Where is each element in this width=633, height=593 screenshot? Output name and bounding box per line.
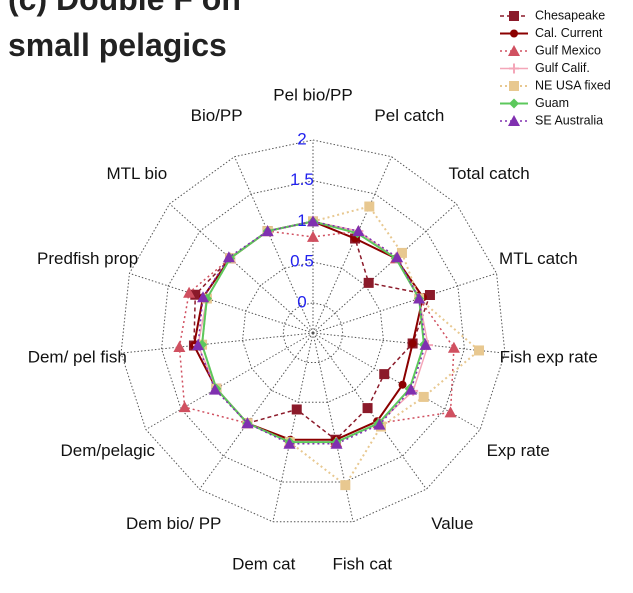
axis-label: Total catch (448, 164, 529, 183)
data-point (197, 291, 210, 303)
data-point (413, 292, 426, 304)
data-point (391, 251, 404, 263)
data-point (261, 225, 274, 237)
data-point (283, 437, 296, 449)
data-point (474, 345, 485, 356)
data-point (330, 437, 343, 449)
data-point (291, 404, 302, 415)
r-tick-label: 0.5 (290, 252, 314, 271)
data-point (222, 251, 235, 263)
axis-label: Pel bio/PP (273, 85, 352, 104)
data-point (405, 383, 418, 395)
data-point (241, 417, 254, 429)
data-point (398, 380, 407, 389)
data-point (373, 418, 386, 430)
legend-marker (510, 29, 518, 38)
axis-label: MTL catch (499, 249, 578, 268)
legend-marker (509, 81, 519, 91)
grid-ring (242, 261, 384, 403)
data-point (364, 201, 375, 212)
r-tick-label: 1.5 (290, 170, 314, 189)
axis-label: MTL bio (106, 164, 167, 183)
grid-ring (120, 139, 506, 523)
grid-ring (161, 180, 465, 483)
legend-label: SE Australia (535, 113, 603, 127)
axis-label: Value (431, 514, 473, 533)
spoke (145, 332, 314, 430)
legend-marker (509, 63, 519, 74)
spoke (312, 332, 481, 430)
legend-label: Gulf Calif. (535, 61, 590, 75)
data-point (173, 341, 186, 353)
data-point (191, 339, 204, 351)
data-point (208, 383, 221, 395)
legend-label: Cal. Current (535, 26, 603, 40)
data-point (307, 230, 319, 242)
axis-label: Fish exp rate (500, 347, 598, 366)
data-point (352, 225, 365, 237)
axis-label: Bio/PP (191, 106, 243, 125)
data-point (362, 403, 373, 414)
data-point (307, 215, 319, 227)
axis-label: Fish cat (333, 554, 393, 573)
r-tick-label: 0 (297, 292, 306, 311)
legend-label: Gulf Mexico (535, 43, 601, 57)
spoke (312, 156, 392, 334)
axis-label: Pel catch (374, 106, 444, 125)
spoke (312, 272, 497, 334)
data-point (419, 338, 432, 350)
spoke (312, 332, 505, 354)
legend-label: Chesapeake (535, 8, 605, 22)
data-point (183, 286, 196, 298)
spoke (272, 332, 314, 522)
axis-label: Dem bio/ PP (126, 514, 221, 533)
data-point (447, 341, 460, 353)
data-point (408, 339, 417, 348)
legend-marker (509, 11, 519, 21)
legend-marker (508, 45, 520, 56)
axis-label: Dem/pelagic (61, 441, 156, 460)
spoke (234, 156, 314, 334)
data-point (379, 369, 390, 380)
legend-label: NE USA fixed (535, 78, 611, 92)
chart-title: (c) Double F on small pelagics (8, 0, 241, 63)
data-point (190, 289, 201, 300)
spoke (169, 203, 314, 334)
axis-label: Predfish prop (37, 249, 138, 268)
axis-label: Exp rate (487, 441, 550, 460)
data-point (178, 401, 191, 413)
spoke (312, 332, 427, 490)
spoke (312, 203, 457, 334)
spoke (129, 272, 314, 334)
data-point (444, 406, 457, 418)
data-point (363, 277, 374, 288)
spoke (121, 332, 314, 354)
data-point (424, 290, 435, 301)
axis-label: Dem/ pel fish (28, 347, 127, 366)
legend-marker (509, 98, 519, 109)
r-tick-label: 1 (297, 211, 306, 230)
r-tick-label: 2 (297, 129, 306, 148)
series-line (197, 220, 427, 445)
axis-label: Dem cat (232, 554, 296, 573)
data-point (396, 247, 407, 258)
spoke (312, 332, 354, 522)
series-line (192, 220, 425, 441)
data-point (418, 391, 429, 402)
spoke (199, 332, 314, 490)
data-point (340, 480, 351, 491)
series-line (201, 220, 425, 444)
legend-label: Guam (535, 96, 569, 110)
legend-marker (508, 115, 520, 126)
series-line (201, 205, 481, 487)
